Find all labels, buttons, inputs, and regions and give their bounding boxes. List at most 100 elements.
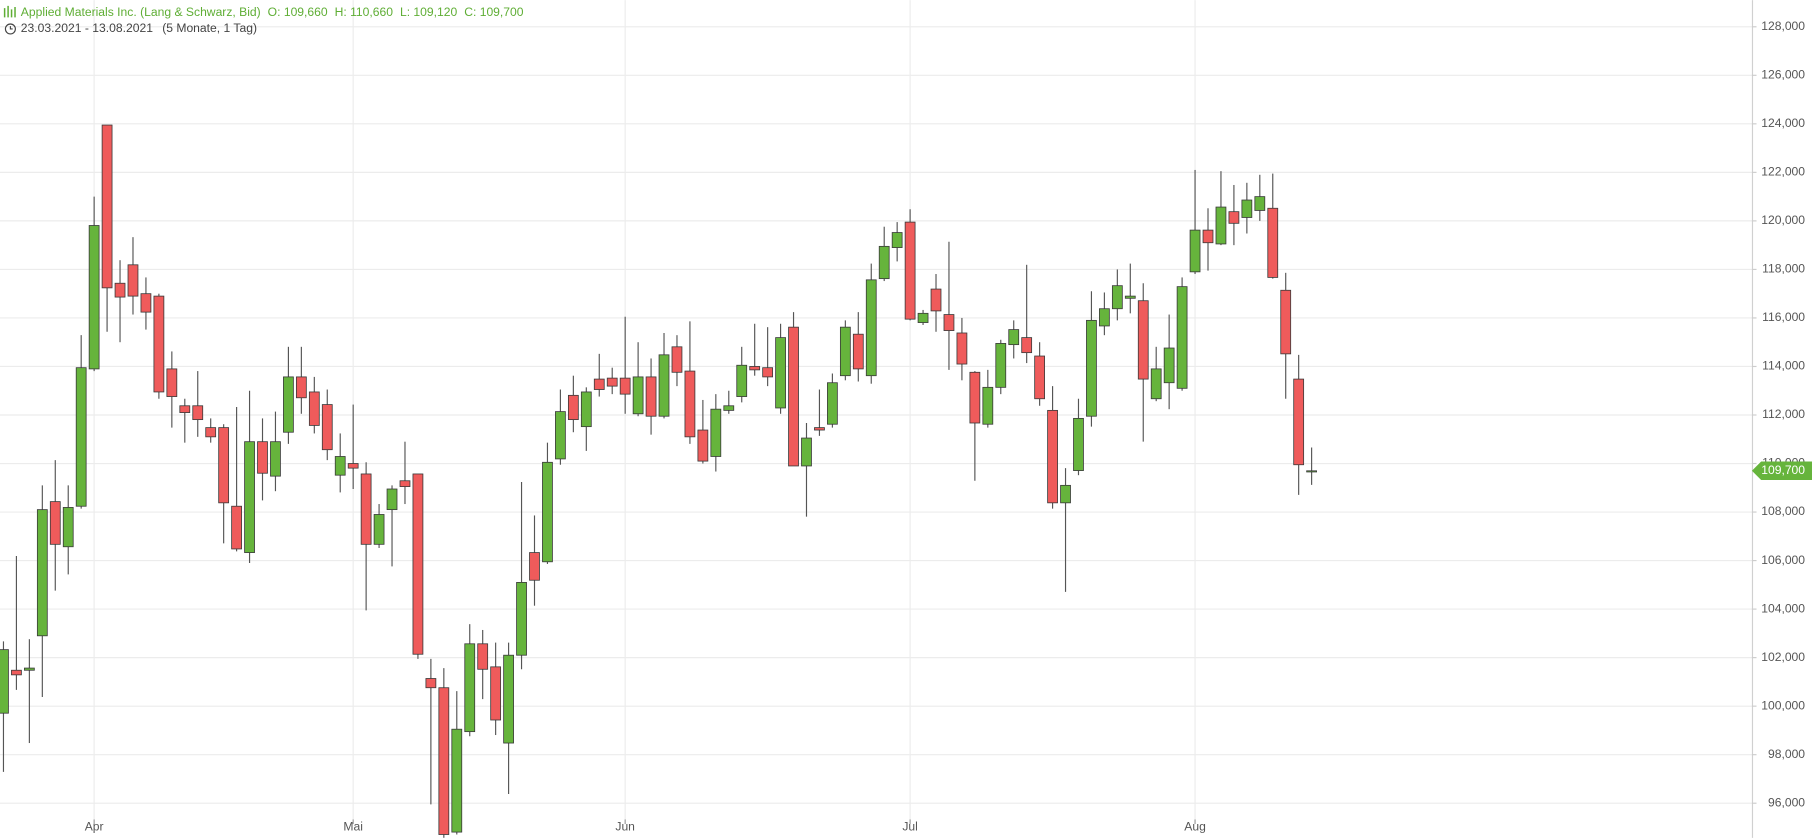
candle-body [373, 514, 385, 545]
candle-body [218, 427, 230, 504]
candle-body [101, 124, 113, 289]
date-range: 23.03.2021 - 13.08.2021 [21, 21, 153, 35]
candle-body [814, 427, 825, 431]
candle-body [852, 333, 864, 370]
candle-body [1306, 470, 1317, 473]
candle-body [1137, 300, 1149, 380]
candle-body [205, 427, 217, 438]
candle-body [762, 367, 774, 378]
y-tick-label: 98,000 [1768, 747, 1805, 761]
candle-body [438, 687, 450, 835]
candle-body [1254, 196, 1266, 211]
candle-body [1021, 337, 1033, 354]
candle-body [995, 343, 1007, 388]
period: (5 Monate, 1 Tag) [162, 21, 257, 35]
candle-body [88, 225, 100, 370]
candle-body [464, 643, 476, 733]
y-tick-label: 106,000 [1761, 553, 1805, 567]
candle-body [11, 669, 22, 676]
candles [0, 124, 1317, 838]
candle-body [231, 505, 242, 550]
quote: H: 110,660 [335, 5, 394, 19]
candle-body [1111, 285, 1123, 310]
candle-body [179, 405, 191, 413]
candle-body [1124, 295, 1136, 299]
candle-body [140, 293, 152, 313]
candle-body [270, 441, 281, 477]
y-tick-label: 108,000 [1761, 504, 1805, 518]
candle-body [904, 221, 916, 320]
y-tick-label: 128,000 [1761, 19, 1805, 33]
candle-body [1047, 409, 1058, 504]
candle-body [1280, 289, 1292, 355]
subtitle: 23.03.2021 - 13.08.2021 (5 Monate, 1 Tag) [21, 21, 257, 35]
candle-body [49, 501, 61, 545]
candle-body [347, 463, 359, 469]
candle-body [930, 288, 942, 312]
candle-body [283, 376, 294, 433]
candle-body [425, 678, 437, 689]
candle-body [503, 654, 514, 744]
candle-body [982, 386, 994, 425]
candle-body [1073, 417, 1084, 471]
y-tick-label: 120,000 [1761, 213, 1805, 227]
candle-body [1215, 206, 1227, 245]
candle-body [114, 282, 126, 298]
candle-body [477, 643, 489, 670]
candle-body [334, 456, 346, 476]
candle-body [865, 279, 877, 377]
quote: C: 109,700 [464, 5, 524, 19]
candle-body [386, 488, 398, 511]
candle-body [943, 314, 955, 331]
chart-title: Applied Materials Inc. (Lang & Schwarz, … [21, 5, 261, 19]
x-tick-label: Jul [902, 820, 918, 834]
x-tick-label: Mai [343, 820, 363, 834]
candle-body [412, 473, 424, 655]
candle-body [736, 364, 748, 397]
y-tick-label: 96,000 [1768, 795, 1805, 809]
y-tick-label: 122,000 [1761, 165, 1805, 179]
y-tick-label: 102,000 [1761, 650, 1805, 664]
candle-body [360, 473, 372, 545]
candle-body [775, 337, 786, 409]
candle-body [1034, 355, 1046, 400]
candle-body [1163, 347, 1175, 384]
y-tick-label: 112,000 [1762, 407, 1805, 421]
header: Applied Materials Inc. (Lang & Schwarz, … [21, 5, 524, 19]
candle-body [192, 405, 204, 421]
candle-body [399, 480, 411, 487]
quote: O: 109,660 [268, 5, 328, 19]
candle-body [321, 404, 333, 451]
y-tick-label: 126,000 [1761, 68, 1805, 82]
candle-body [62, 507, 74, 548]
candle-body [956, 332, 968, 365]
candle-body [697, 429, 709, 462]
candle-body [684, 370, 696, 438]
candle-body [645, 376, 657, 417]
price-tag-label: 109,700 [1761, 463, 1805, 477]
candle-body [710, 408, 722, 457]
candle-body [580, 391, 592, 428]
y-tick-label: 104,000 [1761, 601, 1805, 615]
candle-body [788, 326, 799, 467]
candle-body [917, 312, 929, 323]
candle-body [1202, 229, 1214, 244]
candle-body [555, 411, 566, 460]
candle-body [166, 368, 178, 397]
candle-body [749, 366, 761, 371]
x-tick-label: Apr [85, 820, 104, 834]
candle-body [593, 378, 605, 390]
y-tick-label: 114,000 [1762, 359, 1805, 373]
clock-icon [4, 23, 16, 35]
candle-body [295, 376, 307, 399]
candle-body [308, 391, 320, 426]
candle-body [567, 394, 579, 421]
candle-body [658, 354, 670, 417]
candle-body [75, 367, 87, 507]
candle-body [1293, 378, 1305, 466]
candle-body [127, 264, 139, 297]
candle-body [839, 326, 851, 377]
candle-body [1086, 319, 1097, 417]
candle-body [1241, 199, 1253, 218]
